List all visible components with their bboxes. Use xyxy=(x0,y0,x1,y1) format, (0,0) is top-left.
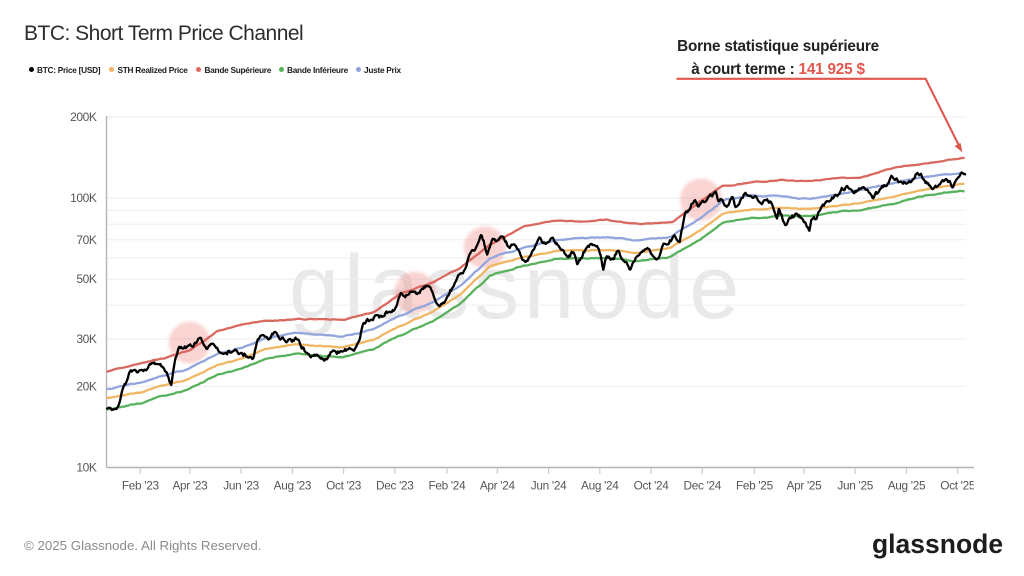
svg-text:Aug '23: Aug '23 xyxy=(274,479,312,493)
svg-text:Feb '25: Feb '25 xyxy=(736,479,774,493)
svg-text:Dec '24: Dec '24 xyxy=(684,479,722,493)
svg-text:50K: 50K xyxy=(76,272,97,286)
svg-text:70K: 70K xyxy=(76,233,97,247)
svg-text:Aug '24: Aug '24 xyxy=(581,479,619,493)
svg-text:Feb '23: Feb '23 xyxy=(122,479,160,493)
svg-text:Apr '24: Apr '24 xyxy=(480,479,516,493)
svg-text:Oct '24: Oct '24 xyxy=(634,479,670,493)
svg-text:Dec '23: Dec '23 xyxy=(376,479,414,493)
svg-text:Feb '24: Feb '24 xyxy=(428,479,466,493)
svg-text:Jun '23: Jun '23 xyxy=(223,479,259,493)
svg-text:30K: 30K xyxy=(76,332,97,346)
svg-text:20K: 20K xyxy=(76,379,97,393)
svg-text:Apr '23: Apr '23 xyxy=(172,479,208,493)
svg-text:Jun '24: Jun '24 xyxy=(531,479,567,493)
svg-text:Oct '23: Oct '23 xyxy=(326,479,362,493)
svg-text:10K: 10K xyxy=(76,461,97,475)
svg-text:200K: 200K xyxy=(70,110,97,124)
svg-text:Oct '25: Oct '25 xyxy=(940,479,976,493)
svg-text:Apr '25: Apr '25 xyxy=(787,479,823,493)
svg-text:Jun '25: Jun '25 xyxy=(837,479,873,493)
svg-text:100K: 100K xyxy=(70,191,97,205)
svg-text:Aug '25: Aug '25 xyxy=(888,479,926,493)
